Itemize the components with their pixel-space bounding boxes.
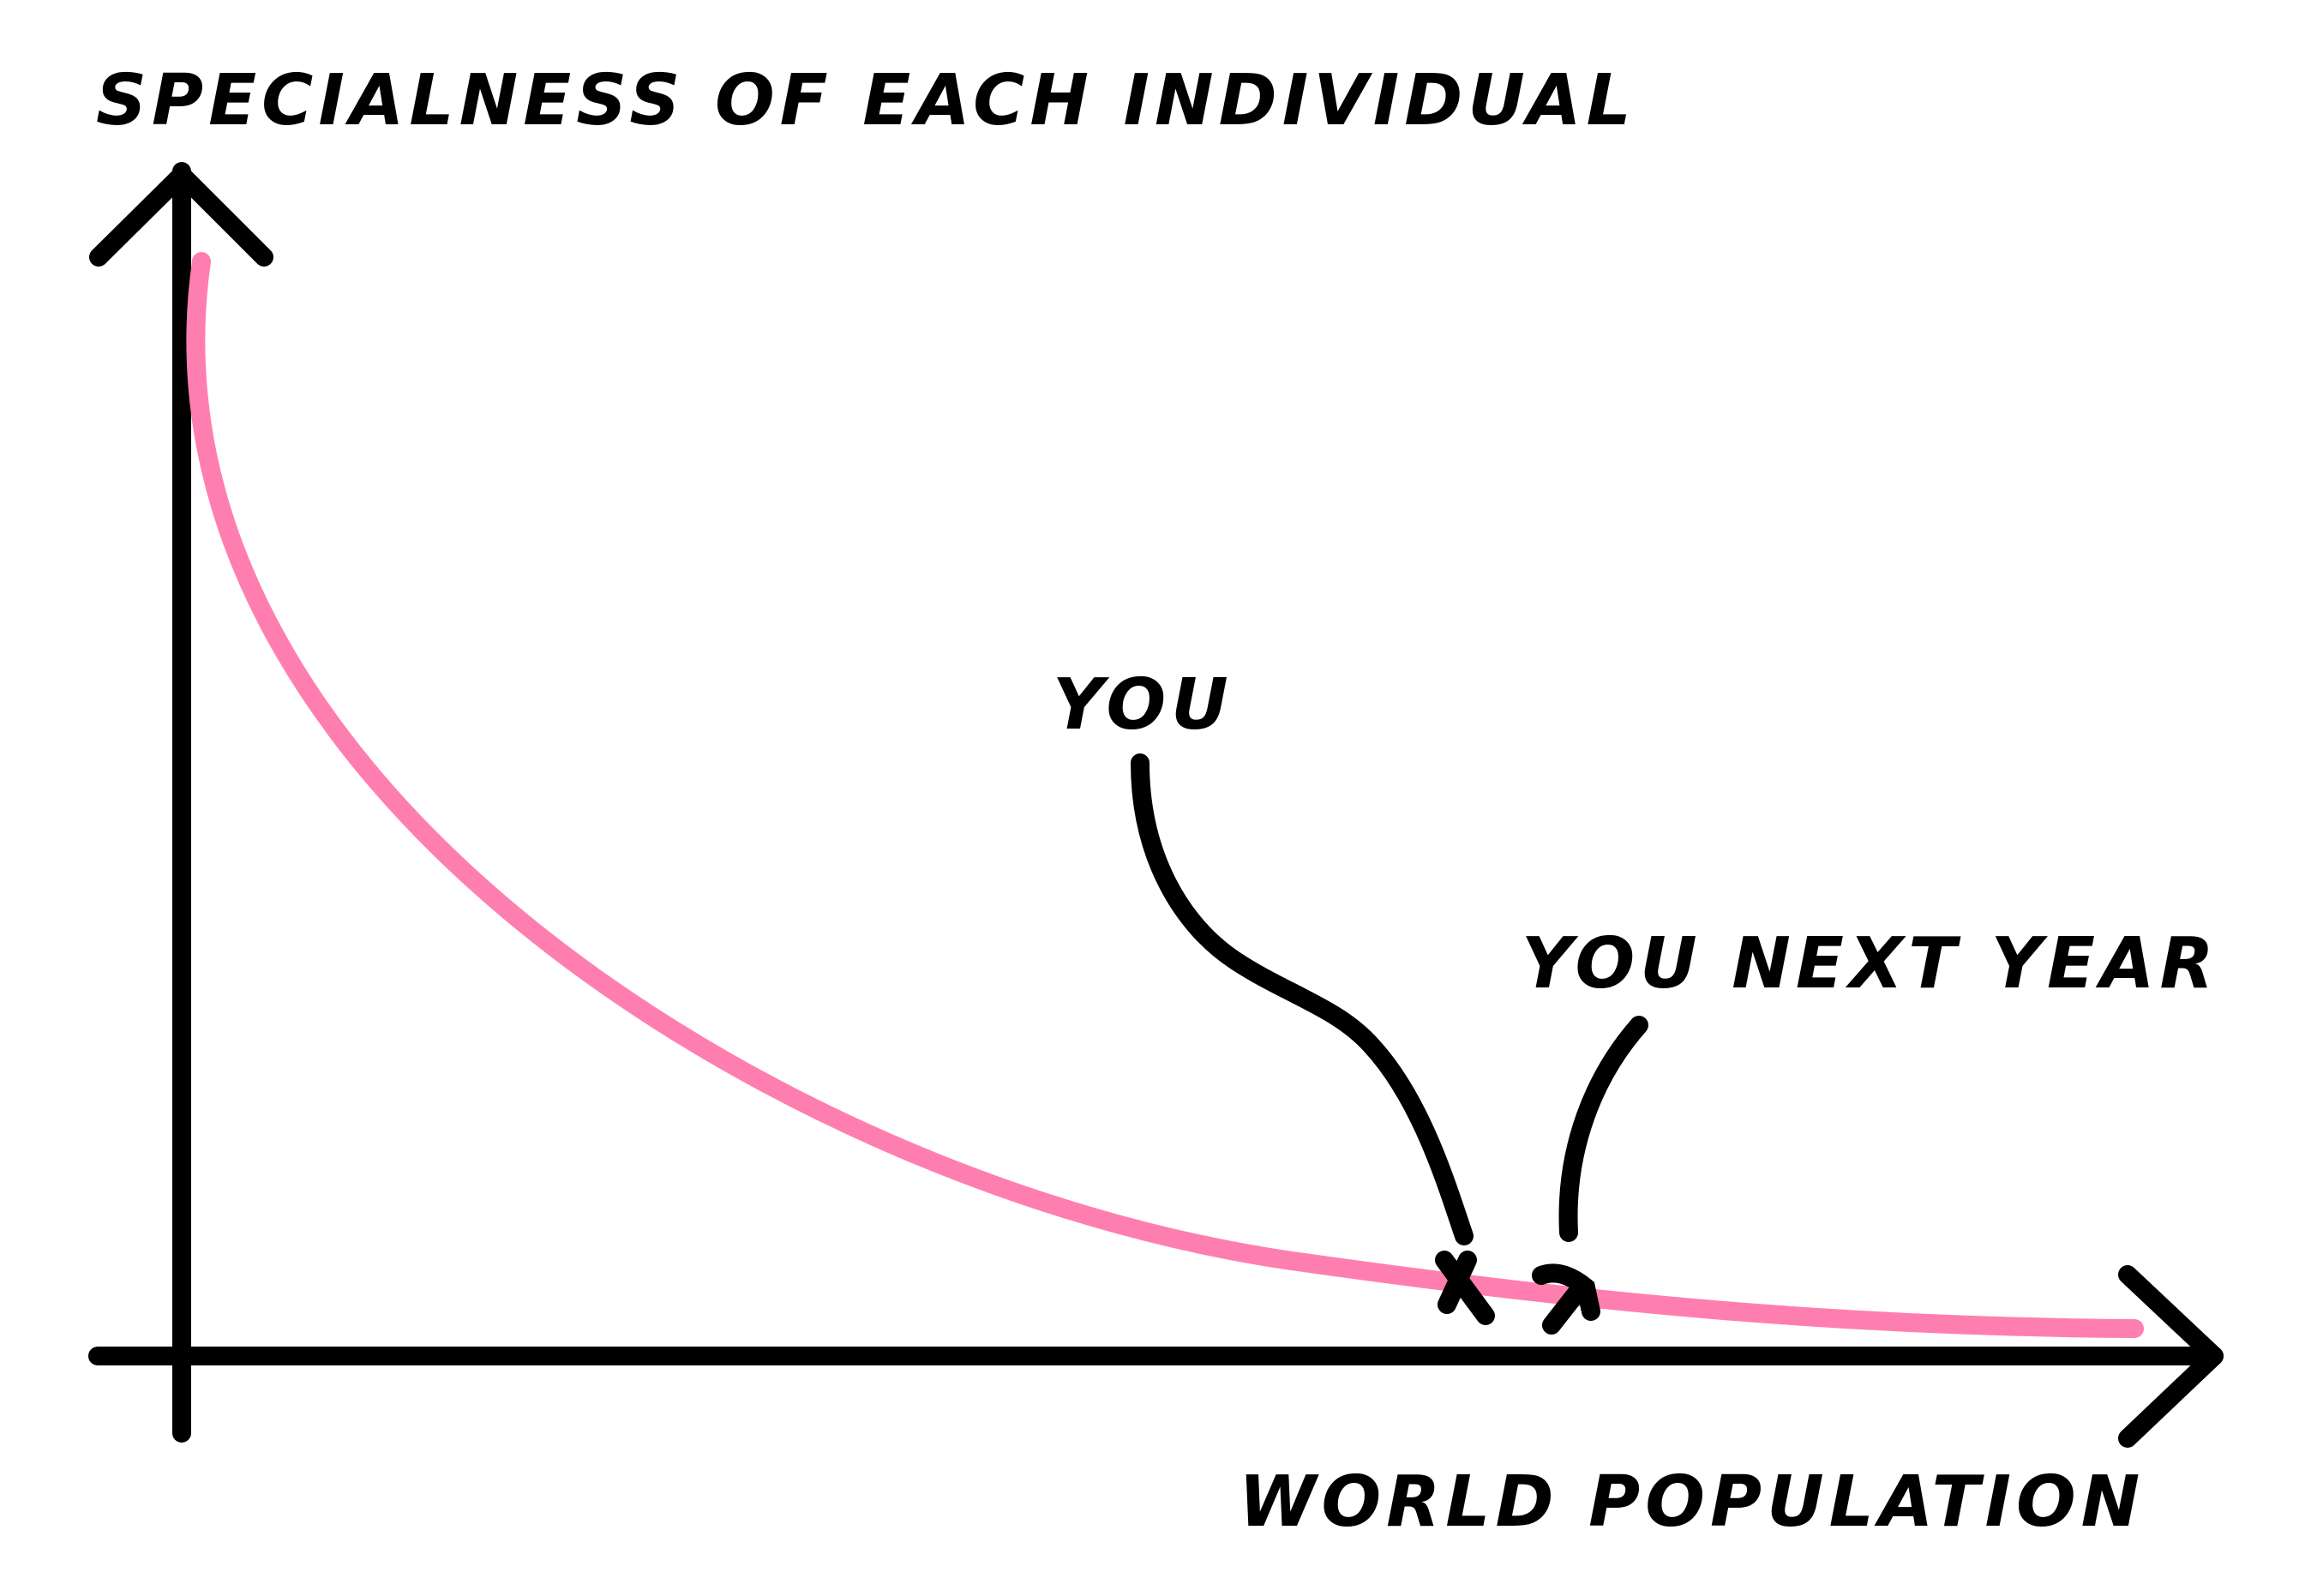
point-you-marker — [1435, 1251, 1495, 1325]
point-you-label: YOU — [1053, 664, 1234, 746]
x-axis-label: WORLD POPULATION — [1239, 1461, 2145, 1543]
specialness-curve — [186, 252, 2144, 1338]
y-axis-label: SPECIALNESS OF EACH INDIVIDUAL — [96, 60, 1636, 141]
x-axis — [88, 1265, 2224, 1448]
point-you-leader — [1131, 753, 1474, 1245]
y-axis-arrowhead — [89, 165, 273, 267]
point-you-next-year-label: YOU NEXT YEAR — [1522, 923, 2219, 1005]
point-you-next-year-leader — [1558, 1016, 1648, 1242]
point-you: YOU — [1053, 664, 1495, 1325]
point-you-next-year-marker — [1532, 1263, 1600, 1335]
x-axis-arrowhead — [2118, 1265, 2224, 1448]
point-you-next-year: YOU NEXT YEAR — [1522, 923, 2219, 1335]
y-axis — [89, 162, 273, 1443]
